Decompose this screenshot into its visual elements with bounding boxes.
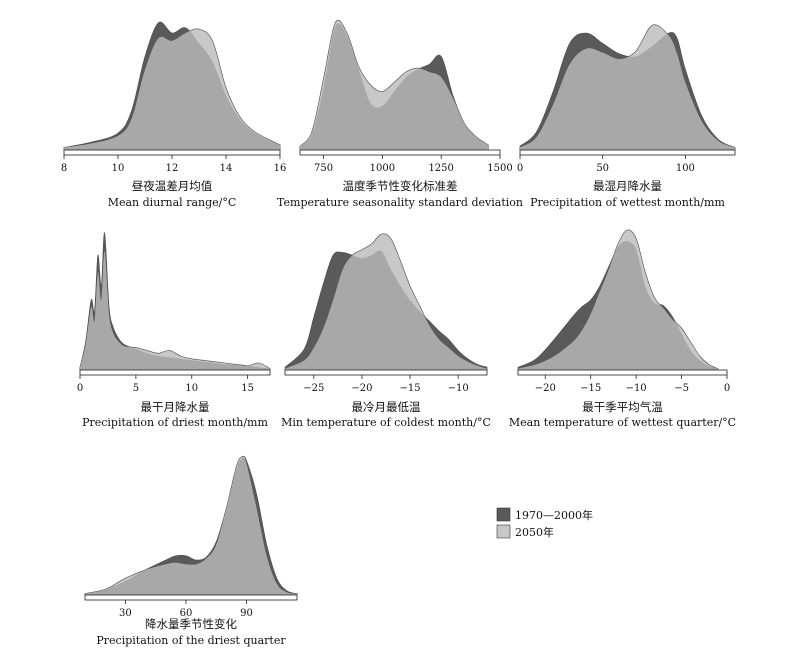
x-tick-label: 60 xyxy=(180,608,193,619)
x-tick-label: 5 xyxy=(133,383,139,394)
x-tick-label: −10 xyxy=(448,383,469,394)
panel-xlabel-en: Mean diurnal range/°C xyxy=(108,196,237,209)
density-panel-6: −20 −15 −10 −5 0 最干季平均气温 Mean temperature of w… xyxy=(509,229,736,429)
x-tick-label: 1000 xyxy=(370,163,395,174)
panel-title-zh: 最冷月最低温 xyxy=(352,400,421,414)
panel-title-zh: 最湿月降水量 xyxy=(593,179,662,193)
x-tick-label: 90 xyxy=(240,608,253,619)
density-overlap-area xyxy=(85,456,297,595)
legend-label-2050: 2050年 xyxy=(515,525,554,539)
x-axis-bar xyxy=(63,149,281,156)
x-axis-bar xyxy=(79,369,271,376)
x-tick-label: 30 xyxy=(119,608,132,619)
x-tick-label: 14 xyxy=(220,163,233,174)
panel-xlabel-en: Temperature seasonality standard deviati… xyxy=(277,196,523,209)
x-axis-bar xyxy=(517,369,728,376)
panel-title-zh: 最干季平均气温 xyxy=(582,400,663,414)
legend-label-1970-2000: 1970—2000年 xyxy=(515,508,593,522)
panel-title-zh: 温度季节性变化标准差 xyxy=(343,179,458,193)
density-overlap-area xyxy=(520,32,735,150)
panel-xlabel-en: Min temperature of coldest month/°C xyxy=(281,416,491,429)
density-overlap-area xyxy=(80,250,270,370)
density-panel-4: 0 5 10 15 最干月降水量 Precipitation of driest mont… xyxy=(77,232,271,429)
panel-xlabel-en: Precipitation of the driest quarter xyxy=(96,634,286,647)
panel-xlabel-en: Precipitation of wettest month/mm xyxy=(530,196,725,209)
panel-title-zh: 最干月降水量 xyxy=(141,400,210,414)
legend-swatch-1970-2000 xyxy=(496,507,511,522)
x-axis-bar xyxy=(519,149,736,156)
x-tick-label: −10 xyxy=(626,383,647,394)
panel-title-zh: 降水量季节性变化 xyxy=(145,617,237,631)
x-tick-label: 10 xyxy=(112,163,125,174)
x-tick-label: 100 xyxy=(676,163,695,174)
x-axis-bar xyxy=(299,149,501,156)
x-tick-label: 0 xyxy=(724,383,730,394)
legend-swatch-2050 xyxy=(496,524,511,539)
x-tick-label: 0 xyxy=(77,383,83,394)
density-overlap-area xyxy=(285,250,487,370)
density-panel-5: −25 −20 −15 −10 最冷月最低温 Min temperature of col… xyxy=(281,233,491,429)
x-tick-label: −15 xyxy=(399,383,420,394)
x-tick-label: −15 xyxy=(580,383,601,394)
density-panel-1: 8 10 12 14 16 昼夜温差月均值 Mean diurnal range/°C xyxy=(61,21,287,209)
panel-xlabel-en: Mean temperature of wettest quarter/°C xyxy=(509,416,736,429)
x-tick-label: −20 xyxy=(351,383,372,394)
x-tick-label: −5 xyxy=(674,383,689,394)
panel-title-zh: 昼夜温差月均值 xyxy=(132,179,213,193)
x-axis-bar xyxy=(84,594,298,601)
x-tick-label: 750 xyxy=(314,163,333,174)
panel-xlabel-en: Precipitation of driest month/mm xyxy=(82,416,268,429)
x-tick-label: 1250 xyxy=(428,163,453,174)
density-overlap-area xyxy=(64,28,280,150)
density-panel-2: 750 1000 1250 1500 温度季节性变化标准差 Temperature sea… xyxy=(277,19,523,209)
x-tick-label: 1500 xyxy=(487,163,512,174)
x-axis-bar xyxy=(284,369,488,376)
x-tick-label: 16 xyxy=(274,163,287,174)
x-tick-label: −20 xyxy=(535,383,556,394)
x-tick-label: 10 xyxy=(185,383,198,394)
x-tick-label: 8 xyxy=(61,163,67,174)
x-tick-label: −25 xyxy=(303,383,324,394)
density-panel-3: 0 50 100 最湿月降水量 Precipitation of wettest mon… xyxy=(517,24,736,209)
x-tick-label: 12 xyxy=(166,163,179,174)
x-tick-label: 50 xyxy=(596,163,609,174)
x-tick-label: 0 xyxy=(517,163,523,174)
x-tick-label: 15 xyxy=(241,383,254,394)
legend: 1970—2000年 2050年 xyxy=(496,507,593,539)
density-overlap-area xyxy=(518,241,718,370)
